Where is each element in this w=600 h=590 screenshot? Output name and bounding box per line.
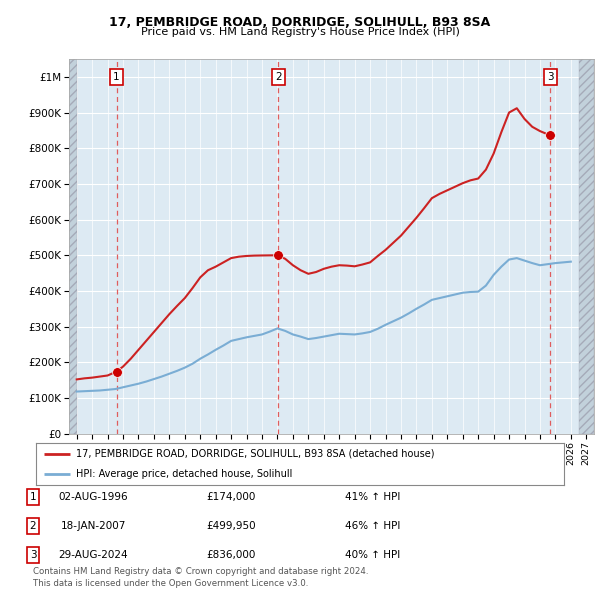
Bar xyxy=(69,59,77,434)
Text: 2: 2 xyxy=(29,522,37,531)
Text: £836,000: £836,000 xyxy=(206,550,256,560)
Text: 3: 3 xyxy=(547,72,553,82)
Text: 02-AUG-1996: 02-AUG-1996 xyxy=(58,493,128,502)
Text: £499,950: £499,950 xyxy=(206,522,256,531)
Text: 3: 3 xyxy=(29,550,37,560)
Text: 2: 2 xyxy=(275,72,281,82)
Text: 18-JAN-2007: 18-JAN-2007 xyxy=(61,522,125,531)
Bar xyxy=(578,59,594,434)
Text: £174,000: £174,000 xyxy=(206,493,256,502)
Text: 40% ↑ HPI: 40% ↑ HPI xyxy=(345,550,400,560)
Bar xyxy=(69,59,77,434)
Text: 17, PEMBRIDGE ROAD, DORRIDGE, SOLIHULL, B93 8SA (detached house): 17, PEMBRIDGE ROAD, DORRIDGE, SOLIHULL, … xyxy=(76,449,434,459)
Text: 29-AUG-2024: 29-AUG-2024 xyxy=(58,550,128,560)
Text: Contains HM Land Registry data © Crown copyright and database right 2024.
This d: Contains HM Land Registry data © Crown c… xyxy=(33,567,368,588)
Text: 1: 1 xyxy=(29,493,37,502)
Text: 41% ↑ HPI: 41% ↑ HPI xyxy=(345,493,400,502)
Text: 1: 1 xyxy=(113,72,120,82)
Text: Price paid vs. HM Land Registry's House Price Index (HPI): Price paid vs. HM Land Registry's House … xyxy=(140,27,460,37)
Text: 46% ↑ HPI: 46% ↑ HPI xyxy=(345,522,400,531)
Text: 17, PEMBRIDGE ROAD, DORRIDGE, SOLIHULL, B93 8SA: 17, PEMBRIDGE ROAD, DORRIDGE, SOLIHULL, … xyxy=(109,16,491,29)
Bar xyxy=(578,59,594,434)
Text: HPI: Average price, detached house, Solihull: HPI: Average price, detached house, Soli… xyxy=(76,468,292,478)
